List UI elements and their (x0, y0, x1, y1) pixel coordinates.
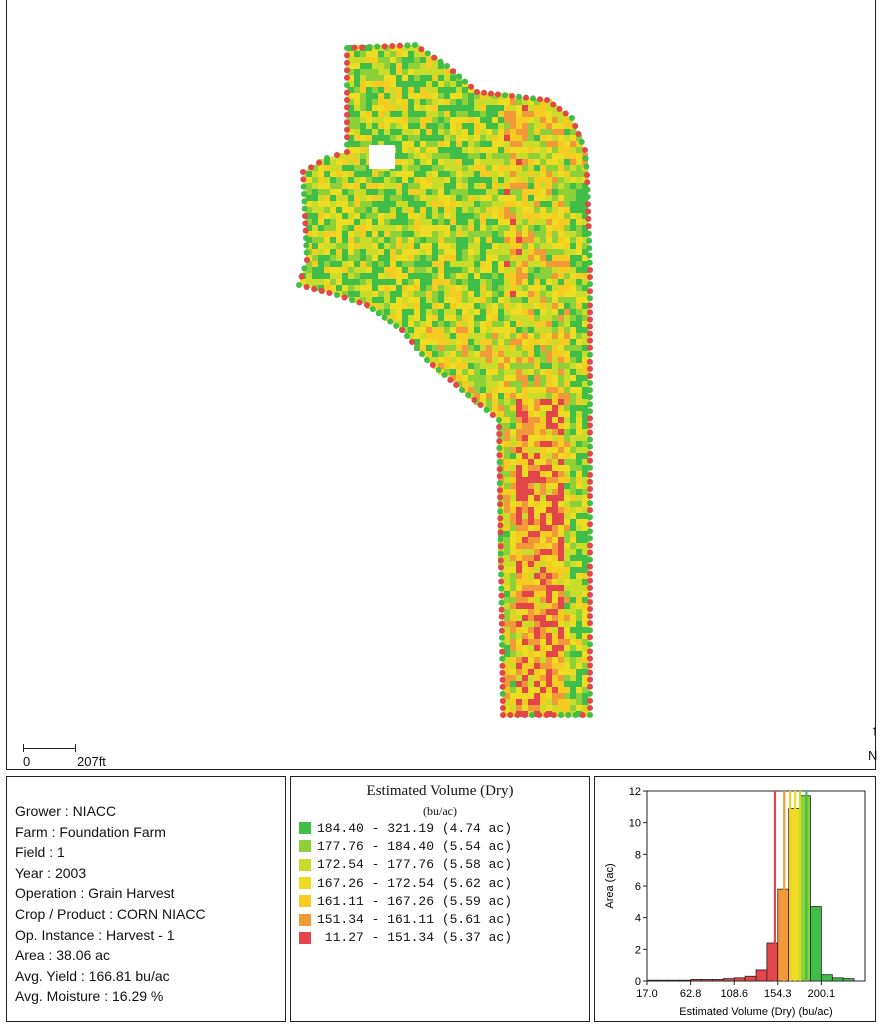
x-tick-label-1: 62.8 (680, 988, 701, 1000)
histogram-bar-0 (646, 979, 659, 982)
legend-row: 161.11 - 167.26 (5.59 ac) (299, 892, 512, 910)
scale-line (23, 748, 75, 749)
histogram-bar-7 (722, 978, 735, 982)
histogram-plot-area (646, 790, 866, 982)
legend-swatch (299, 822, 311, 835)
histogram-bar-8 (733, 977, 746, 982)
north-indicator: ↑ N (865, 722, 881, 766)
info-year: Year : 2003 (15, 864, 87, 881)
histogram-bar-14 (799, 795, 811, 982)
legend-range: 184.40 - 321.19 (4.74 ac) (317, 820, 513, 836)
info-grower: Grower : NIACC (15, 803, 117, 819)
x-axis-label: Estimated Volume (Dry) (bu/ac) (679, 1006, 832, 1018)
legend-swatch (299, 895, 311, 908)
info-field: Field : 1 (15, 844, 65, 861)
histogram-panel: 0 2 4 6 8 10 12 17.0 62.8 108.6 154.3 200.1 Estimate… (594, 776, 876, 1022)
scale-tick-right (75, 744, 76, 752)
histogram-bar-3 (679, 979, 692, 982)
histogram-bar-10 (755, 969, 768, 982)
histogram-bar-16 (820, 974, 833, 982)
legend-row: 172.54 - 177.76 (5.58 ac) (299, 856, 512, 874)
legend-rows: 184.40 - 321.19 (4.74 ac) 177.76 - 184.4… (299, 819, 512, 947)
histogram-bar-6 (712, 979, 724, 982)
north-arrow-icon: ↑ (871, 722, 878, 738)
legend-row: 167.26 - 172.54 (5.62 ac) (299, 874, 512, 892)
legend-swatch (299, 877, 311, 890)
x-tick-label-3: 154.3 (764, 988, 792, 1000)
legend-swatch (299, 931, 311, 944)
field-edge-points (296, 42, 593, 718)
yield-points (300, 45, 588, 717)
legend-swatch (299, 840, 311, 853)
info-op-instance: Op. Instance : Harvest - 1 (15, 926, 175, 943)
info-avg-yield: Avg. Yield : 166.81 bu/ac (15, 967, 170, 984)
histogram-bar-5 (701, 979, 713, 982)
histogram-bar-17 (831, 977, 844, 982)
y-tick-label-2: 4 (635, 913, 641, 925)
legend-row: 151.34 - 161.11 (5.61 ac) (299, 910, 512, 928)
histogram-bar-1 (657, 979, 670, 982)
legend-row: 177.76 - 184.40 (5.54 ac) (299, 837, 512, 855)
legend-range: 172.54 - 177.76 (5.58 ac) (317, 857, 513, 873)
y-tick-label-5: 10 (629, 818, 641, 830)
legend-title: Estimated Volume (Dry) (366, 783, 514, 799)
yield-histogram: 0 2 4 6 8 10 12 17.0 62.8 108.6 154.3 200.1 Estimate… (604, 786, 866, 1018)
legend-swatch (299, 913, 311, 926)
y-tick-label-6: 12 (629, 786, 641, 798)
histogram-bar-18 (842, 978, 855, 982)
yield-map[interactable] (7, 0, 875, 770)
histogram-bar-15 (810, 906, 822, 982)
scale-bar: 0 207ft (19, 744, 139, 770)
x-tick-label-2: 108.6 (720, 988, 748, 1000)
info-operation: Operation : Grain Harvest (15, 885, 175, 902)
x-tick-label-4: 200.1 (808, 988, 836, 1000)
histogram-bar-2 (668, 979, 681, 982)
legend-range: 11.27 - 151.34 (5.37 ac) (317, 930, 513, 946)
scale-zero-label: 0 (23, 754, 31, 769)
legend-range: 161.11 - 167.26 (5.59 ac) (317, 893, 513, 909)
histogram-bar-4 (690, 979, 702, 982)
field-gap (369, 145, 395, 169)
scale-distance-label: 207ft (77, 754, 106, 769)
north-label: N (868, 748, 878, 763)
yield-map-frame: 0 207ft ↑ N (6, 0, 878, 770)
legend-range: 167.26 - 172.54 (5.62 ac) (317, 875, 513, 891)
histogram-bar-9 (744, 975, 757, 982)
legend-row: 11.27 - 151.34 (5.37 ac) (299, 929, 512, 947)
x-tick-label-0: 17.0 (636, 988, 657, 1000)
legend-range: 177.76 - 184.40 (5.54 ac) (317, 838, 513, 854)
y-tick-label-0: 0 (635, 976, 641, 988)
histogram-bar-11 (766, 942, 779, 982)
y-tick-label-1: 2 (635, 944, 641, 956)
legend-row: 184.40 - 321.19 (4.74 ac) (299, 819, 512, 837)
field-info-list: Grower : NIACC Farm : Foundation Farm Fi… (15, 801, 206, 1007)
field-info-panel: Grower : NIACC Farm : Foundation Farm Fi… (6, 776, 286, 1022)
info-area: Area : 38.06 ac (15, 947, 110, 964)
legend-units: (bu/ac) (423, 804, 457, 818)
info-avg-moisture: Avg. Moisture : 16.29 % (15, 988, 164, 1005)
legend-swatch (299, 858, 311, 871)
legend-range: 151.34 - 161.11 (5.61 ac) (317, 912, 513, 928)
info-crop: Crop / Product : CORN NIACC (15, 905, 206, 922)
info-farm: Farm : Foundation Farm (15, 823, 166, 840)
y-tick-label-4: 8 (635, 849, 641, 861)
y-tick-label-3: 6 (635, 881, 641, 893)
y-axis-label: Area (ac) (604, 863, 616, 908)
yield-legend-panel: Estimated Volume (Dry) (bu/ac) 184.40 - … (290, 776, 590, 1022)
